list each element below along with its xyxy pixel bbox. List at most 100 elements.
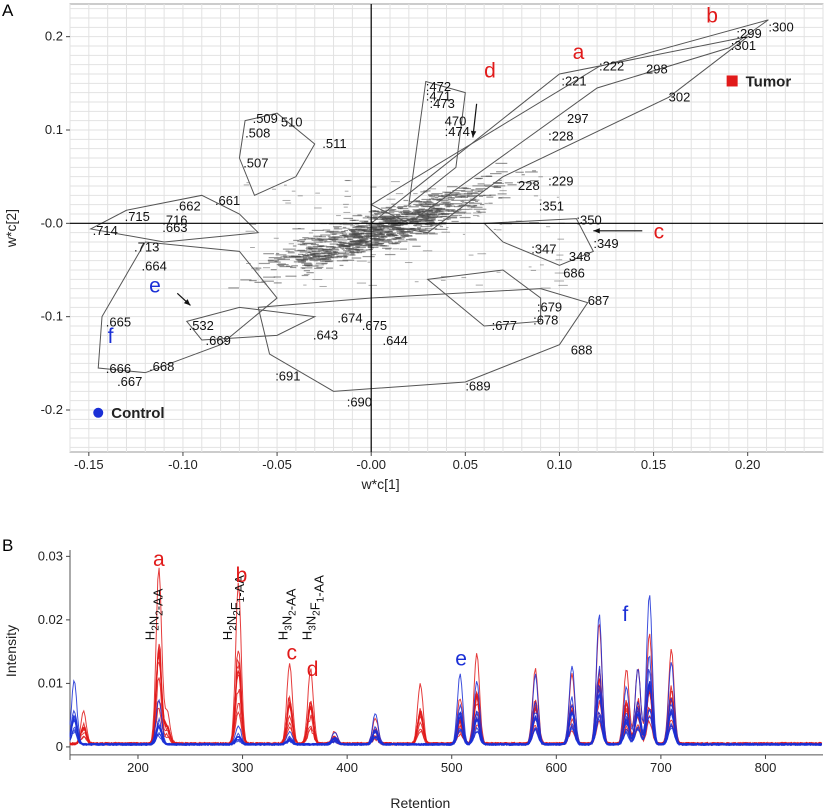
glycan-subscript: 2 bbox=[228, 625, 239, 631]
peak-annotation: d bbox=[307, 658, 319, 681]
point-label: :300 bbox=[768, 19, 793, 34]
panel-b-letter: B bbox=[2, 536, 13, 555]
point-label: .662 bbox=[175, 199, 200, 214]
x-tick-label: -0.15 bbox=[74, 457, 104, 472]
point-label: .666 bbox=[106, 361, 131, 376]
y-tick-label: 0.03 bbox=[38, 548, 63, 563]
glycan-subscript: 2 bbox=[312, 610, 323, 616]
point-label: :677 bbox=[492, 318, 517, 333]
point-label: :678 bbox=[533, 312, 558, 327]
cluster-outline-677 bbox=[426, 269, 542, 327]
glycan-text: H bbox=[143, 631, 158, 640]
glycan-subscript: 3 bbox=[284, 625, 295, 631]
point-label: :690 bbox=[347, 395, 372, 410]
x-tick-label: 600 bbox=[545, 760, 567, 775]
cluster-annotation: a bbox=[573, 41, 585, 64]
point-label: 470 bbox=[445, 114, 467, 129]
trace-tumor bbox=[69, 655, 822, 746]
x-tick-label: 300 bbox=[232, 760, 254, 775]
legend-marker-control bbox=[93, 407, 104, 418]
point-label: .714 bbox=[93, 223, 118, 238]
glycan-text: -AA bbox=[312, 575, 327, 597]
glycan-subscript: 3 bbox=[308, 625, 319, 631]
cluster-outline-509 bbox=[238, 112, 316, 197]
glycan-text: H bbox=[220, 631, 235, 640]
point-label: 688 bbox=[571, 342, 593, 357]
cluster-outline-d bbox=[408, 80, 466, 206]
point-label: :349 bbox=[593, 236, 618, 251]
x-tick-label: 200 bbox=[127, 760, 149, 775]
point-label: :472 bbox=[426, 79, 451, 94]
trace-tumor bbox=[69, 649, 823, 747]
trace-control bbox=[69, 681, 822, 747]
point-label: :471 bbox=[426, 88, 451, 103]
point-label: .669 bbox=[206, 333, 231, 348]
cluster-annotation: b bbox=[706, 5, 718, 28]
point-label: :222 bbox=[599, 59, 624, 74]
glycan-subscript: 1 bbox=[236, 596, 247, 602]
legend-marker-tumor bbox=[726, 75, 738, 87]
y-tick-label: 0.1 bbox=[45, 122, 63, 137]
point-label: 298 bbox=[646, 61, 668, 76]
point-label: .507 bbox=[243, 156, 268, 171]
glycan-text: N bbox=[280, 616, 295, 625]
point-label: :221 bbox=[561, 73, 586, 88]
panel-a-point-labels: :300:299:301:222 298:221 302 297:228:229 228… bbox=[93, 19, 794, 409]
point-label: .716 bbox=[162, 213, 187, 228]
point-label: :228 bbox=[548, 129, 573, 144]
trace-control bbox=[69, 684, 823, 747]
trace-control bbox=[69, 669, 822, 747]
glycan-subscript: 2 bbox=[151, 625, 162, 631]
trace-control bbox=[69, 681, 822, 747]
trace-control bbox=[69, 655, 823, 747]
glycan-text: -AA bbox=[232, 575, 247, 597]
y-tick-label: 0.02 bbox=[38, 612, 63, 627]
x-tick-label: -0.00 bbox=[356, 457, 386, 472]
point-label: .663 bbox=[162, 220, 187, 235]
point-label: .713 bbox=[134, 240, 159, 255]
panel-a-y-axis-title: w*c[2] bbox=[3, 209, 19, 248]
point-label: :299 bbox=[736, 26, 761, 41]
point-label: :347 bbox=[531, 241, 556, 256]
point-label: .715 bbox=[125, 209, 150, 224]
x-tick-label: 0.05 bbox=[453, 457, 478, 472]
trace-tumor bbox=[69, 701, 823, 746]
panel-b-axes bbox=[69, 550, 823, 760]
legend-label: Control bbox=[111, 405, 164, 422]
panel-b-peak-annotations: a b cd e f bbox=[153, 548, 628, 681]
point-label: :301 bbox=[731, 38, 756, 53]
point-label: .674 bbox=[337, 311, 362, 326]
trace-tumor bbox=[69, 652, 823, 747]
point-label: 510 bbox=[281, 115, 303, 130]
trace-control bbox=[69, 682, 823, 747]
point-label: 228 bbox=[518, 178, 540, 193]
glycan-subscript: 2 bbox=[155, 610, 166, 616]
peak-annotation: f bbox=[622, 603, 628, 626]
point-label: :229 bbox=[548, 173, 573, 188]
glycan-subscript: 2 bbox=[232, 610, 243, 616]
point-label: :350 bbox=[576, 213, 601, 228]
x-tick-label: 0.10 bbox=[547, 457, 572, 472]
cluster-annotation: c bbox=[654, 220, 665, 243]
cluster-outline-714 bbox=[89, 194, 260, 243]
point-label: .509 bbox=[253, 111, 278, 126]
point-label: .508 bbox=[245, 126, 270, 141]
x-tick-label: 700 bbox=[650, 760, 672, 775]
arrow-d-head bbox=[470, 130, 477, 138]
point-label: .644 bbox=[382, 333, 407, 348]
x-tick-label: -0.10 bbox=[168, 457, 198, 472]
point-label: .664 bbox=[142, 258, 167, 273]
cluster-outline-e bbox=[185, 306, 317, 341]
panel-b-ticks: 200 300 400 500 600 700 800 0 0.01 0.02 0.03 bbox=[38, 548, 777, 775]
glycan-text: N bbox=[304, 616, 319, 625]
peak-annotation: c bbox=[286, 641, 297, 664]
y-tick-label: 0.2 bbox=[45, 29, 63, 44]
glycan-subscript: 1 bbox=[316, 596, 327, 602]
glycan-text: N bbox=[147, 616, 162, 625]
peak-annotation: b bbox=[236, 564, 248, 587]
panel-b-x-axis-title: Retention bbox=[390, 795, 450, 811]
point-label: 687 bbox=[588, 293, 610, 308]
point-label: :689 bbox=[465, 379, 490, 394]
